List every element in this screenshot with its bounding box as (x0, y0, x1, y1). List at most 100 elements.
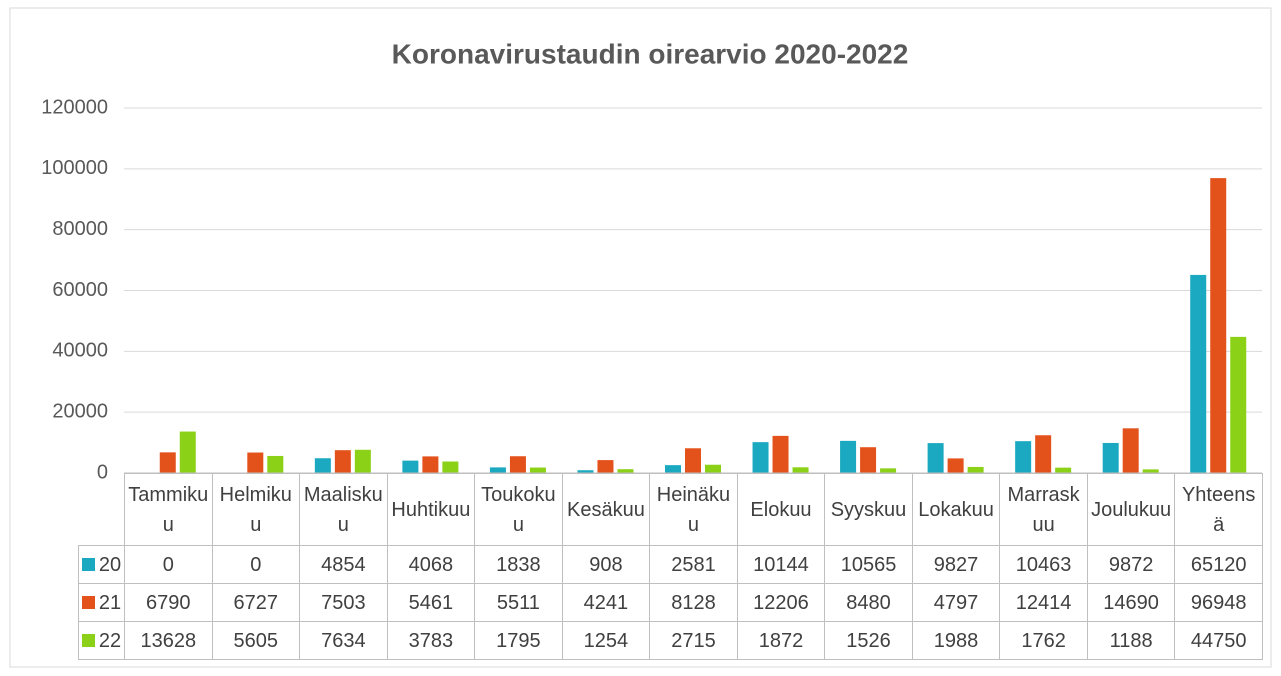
x-tick-label: Maaliskuu (299, 473, 388, 546)
bar (247, 452, 264, 473)
data-label: 14690 (1086, 583, 1176, 622)
bar (267, 455, 284, 473)
y-tick-label: 60000 (52, 279, 108, 301)
bar (509, 456, 526, 473)
data-label: 2581 (649, 545, 738, 584)
x-tick-label: Kesäkuu (561, 473, 651, 546)
data-label: 10565 (824, 545, 913, 584)
data-label: 0 (124, 545, 213, 584)
bar (927, 443, 944, 473)
bar (947, 458, 964, 473)
bar (314, 458, 331, 473)
bar (1142, 469, 1159, 473)
data-label: 4068 (386, 545, 476, 584)
y-tick-label: 20000 (52, 400, 108, 422)
bar (402, 460, 419, 473)
x-tick-label: Marraskuu (999, 473, 1088, 546)
legend-key (81, 633, 95, 647)
y-tick-label: 40000 (52, 340, 108, 362)
data-label: 1254 (561, 621, 651, 660)
data-label: 44750 (1174, 621, 1263, 660)
data-label: 12414 (999, 583, 1088, 622)
bar (685, 448, 701, 473)
y-tick-label: 80000 (52, 218, 108, 240)
data-label: 1762 (999, 621, 1088, 660)
x-tick-label: Toukokuu (474, 473, 563, 546)
data-label: 10144 (736, 545, 826, 584)
x-tick-label: Heinäkuu (649, 473, 738, 546)
bar (1190, 274, 1207, 473)
x-tick-label: Lokakuu (911, 473, 1001, 546)
data-label: 1526 (824, 621, 913, 660)
bar (880, 468, 897, 473)
data-label: 7503 (299, 583, 388, 622)
bar (840, 440, 857, 473)
y-tick-label: 100000 (41, 157, 108, 179)
bar (334, 450, 351, 473)
bar (1122, 428, 1139, 473)
bar (705, 464, 721, 473)
header-row: Tammikuu Helmikuu Maaliskuu Huhtikuu Toukoku… (78, 473, 1263, 546)
x-tick-label: Yhteensä (1174, 473, 1263, 546)
bar (1055, 467, 1072, 473)
data-label: 4854 (299, 545, 388, 584)
bar (529, 467, 546, 473)
data-label: 13628 (124, 621, 213, 660)
bar (617, 469, 634, 473)
data-label: 1795 (474, 621, 563, 660)
legend-label: 20 (98, 553, 122, 576)
x-tick-label: Helmikuu (211, 473, 301, 546)
data-label: 9827 (911, 545, 1001, 584)
data-label: 8480 (824, 583, 913, 622)
data-label: 7634 (299, 621, 388, 660)
bar (1035, 435, 1052, 473)
data-label: 10463 (999, 545, 1088, 584)
bar (577, 470, 594, 473)
data-label: 96948 (1174, 583, 1263, 622)
x-tick-label: Syyskuu (824, 473, 913, 546)
bar (792, 467, 809, 473)
bar (772, 435, 789, 473)
legend-label: 22 (98, 629, 122, 652)
data-label: 5605 (211, 621, 301, 660)
data-table: Tammikuu Helmikuu Maaliskuu Huhtikuu Toukoku… (78, 473, 1263, 660)
legend-key (81, 557, 95, 571)
legend-cell: 21 (78, 583, 125, 622)
series-row: 21 6790 6727 7503 5461 5511 4241 8128 12206 8480 4… (78, 583, 1263, 622)
bar (1230, 336, 1247, 473)
x-tick-label: Huhtikuu (386, 473, 476, 546)
legend-cell: 20 (78, 545, 125, 584)
series-row: 20 0 0 4854 4068 1838 908 2581 10144 10565 9827 104… (78, 545, 1263, 584)
data-label: 1872 (736, 621, 826, 660)
bar (159, 452, 176, 473)
legend-key (81, 595, 95, 609)
bar (1015, 441, 1032, 473)
bar (665, 465, 681, 473)
data-label: 4241 (561, 583, 651, 622)
bar (967, 466, 984, 473)
data-label: 6727 (211, 583, 301, 622)
x-tick-label: Tammikuu (124, 473, 213, 546)
bar (597, 460, 614, 473)
data-label: 6790 (124, 583, 213, 622)
chart-title: Koronavirustaudin oirearvio 2020-2022 (392, 38, 909, 69)
data-label: 12206 (736, 583, 826, 622)
data-label: 3783 (386, 621, 476, 660)
data-label: 1188 (1086, 621, 1176, 660)
data-label: 5511 (474, 583, 563, 622)
data-label: 0 (211, 545, 301, 584)
data-label: 4797 (911, 583, 1001, 622)
bar (1210, 178, 1227, 473)
bar (179, 431, 196, 473)
bar (752, 442, 769, 473)
data-label: 8128 (649, 583, 738, 622)
series-row: 22 13628 5605 7634 3783 1795 1254 2715 1872 1526 1… (78, 621, 1263, 660)
bar (442, 461, 459, 473)
x-tick-label: Elokuu (736, 473, 826, 546)
blank-cell (78, 473, 125, 546)
data-label: 1838 (474, 545, 563, 584)
data-label: 9872 (1086, 545, 1176, 584)
x-tick-label: Joulukuu (1086, 473, 1176, 546)
data-label: 1988 (911, 621, 1001, 660)
